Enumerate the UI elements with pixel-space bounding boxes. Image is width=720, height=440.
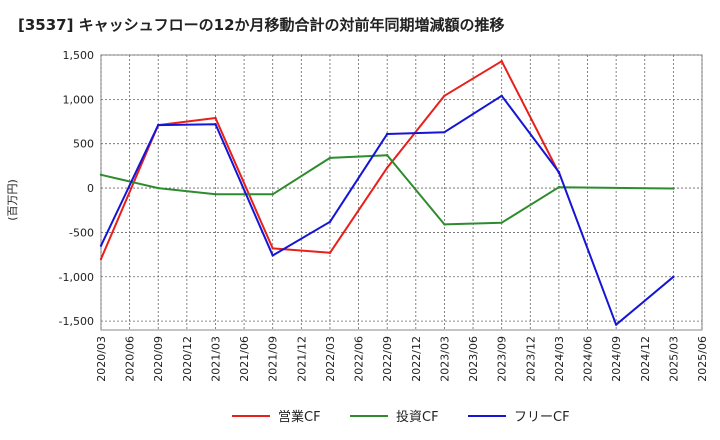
data-point — [328, 156, 332, 160]
x-tick-label: 2023/06 — [467, 336, 480, 382]
x-tick-label: 2021/12 — [295, 336, 308, 382]
data-point — [385, 154, 389, 157]
y-tick-label: -1,000 — [59, 271, 94, 284]
x-tick-label: 2021/09 — [267, 336, 280, 382]
y-tick-label: 0 — [87, 182, 94, 195]
x-tick-label: 2022/03 — [324, 336, 337, 382]
x-tick-label: 2024/03 — [553, 336, 566, 382]
x-tick-label: 2024/12 — [639, 336, 652, 382]
x-tick-label: 2022/06 — [353, 336, 366, 382]
x-tick-label: 2025/03 — [667, 336, 680, 382]
x-tick-label: 2022/09 — [381, 336, 394, 382]
data-point — [614, 323, 618, 326]
data-point — [500, 60, 503, 63]
y-tick-label: 500 — [73, 138, 94, 151]
data-point — [385, 132, 389, 136]
chart-title: [3537] キャッシュフローの12か月移動合計の対前年同期増減額の推移 — [18, 16, 505, 34]
data-point — [500, 221, 503, 224]
y-axis: 1,500 1,000 500 0 -500 -1,000 -1,500 — [59, 49, 94, 328]
data-point — [157, 186, 160, 190]
grid-layer — [100, 54, 703, 330]
data-point — [214, 193, 217, 196]
x-tick-label: 2021/06 — [238, 336, 251, 382]
data-point — [443, 94, 446, 98]
data-point — [557, 170, 561, 174]
data-point — [500, 94, 503, 98]
y-tick-label: -500 — [69, 226, 94, 239]
x-tick-label: 2024/06 — [582, 336, 595, 382]
legend: 営業CF 投資CF フリーCF — [232, 409, 570, 425]
legend-label: フリーCF — [514, 410, 570, 425]
data-point — [271, 247, 274, 250]
data-point — [271, 254, 274, 257]
data-point — [214, 122, 217, 126]
data-point — [99, 257, 103, 261]
x-tick-label: 2020/03 — [95, 336, 108, 382]
y-tick-label: 1,500 — [63, 49, 95, 62]
x-tick-label: 2020/09 — [152, 336, 165, 382]
data-point — [99, 244, 103, 247]
data-point — [385, 166, 389, 169]
x-tick-label: 2023/03 — [438, 336, 451, 382]
data-point — [99, 173, 103, 176]
legend-label: 営業CF — [278, 409, 321, 425]
x-axis: 2020/03 2020/06 2020/09 2020/12 2021/03 2021/… — [95, 336, 709, 382]
x-tick-label: 2023/09 — [496, 336, 509, 382]
x-tick-label: 2020/06 — [124, 336, 137, 382]
legend-label: 投資CF — [396, 409, 439, 425]
data-point — [443, 130, 446, 134]
x-tick-label: 2024/09 — [610, 336, 623, 382]
data-point — [328, 251, 332, 255]
data-point — [672, 187, 675, 190]
series-layer — [99, 60, 675, 326]
data-point — [157, 123, 160, 127]
data-point — [271, 193, 274, 196]
data-point — [672, 275, 675, 278]
data-point — [328, 220, 332, 223]
x-tick-label: 2025/06 — [696, 336, 709, 382]
data-point — [557, 185, 561, 189]
series-line — [100, 154, 674, 226]
x-tick-label: 2022/12 — [410, 336, 423, 382]
x-tick-label: 2023/12 — [524, 336, 537, 382]
y-axis-label: (百万円) — [6, 179, 19, 221]
x-tick-label: 2020/12 — [181, 336, 194, 382]
data-point — [443, 223, 446, 226]
y-tick-label: -1,500 — [59, 315, 94, 328]
x-tick-label: 2021/03 — [209, 336, 222, 382]
y-tick-label: 1,000 — [63, 93, 95, 106]
data-point — [214, 116, 217, 120]
